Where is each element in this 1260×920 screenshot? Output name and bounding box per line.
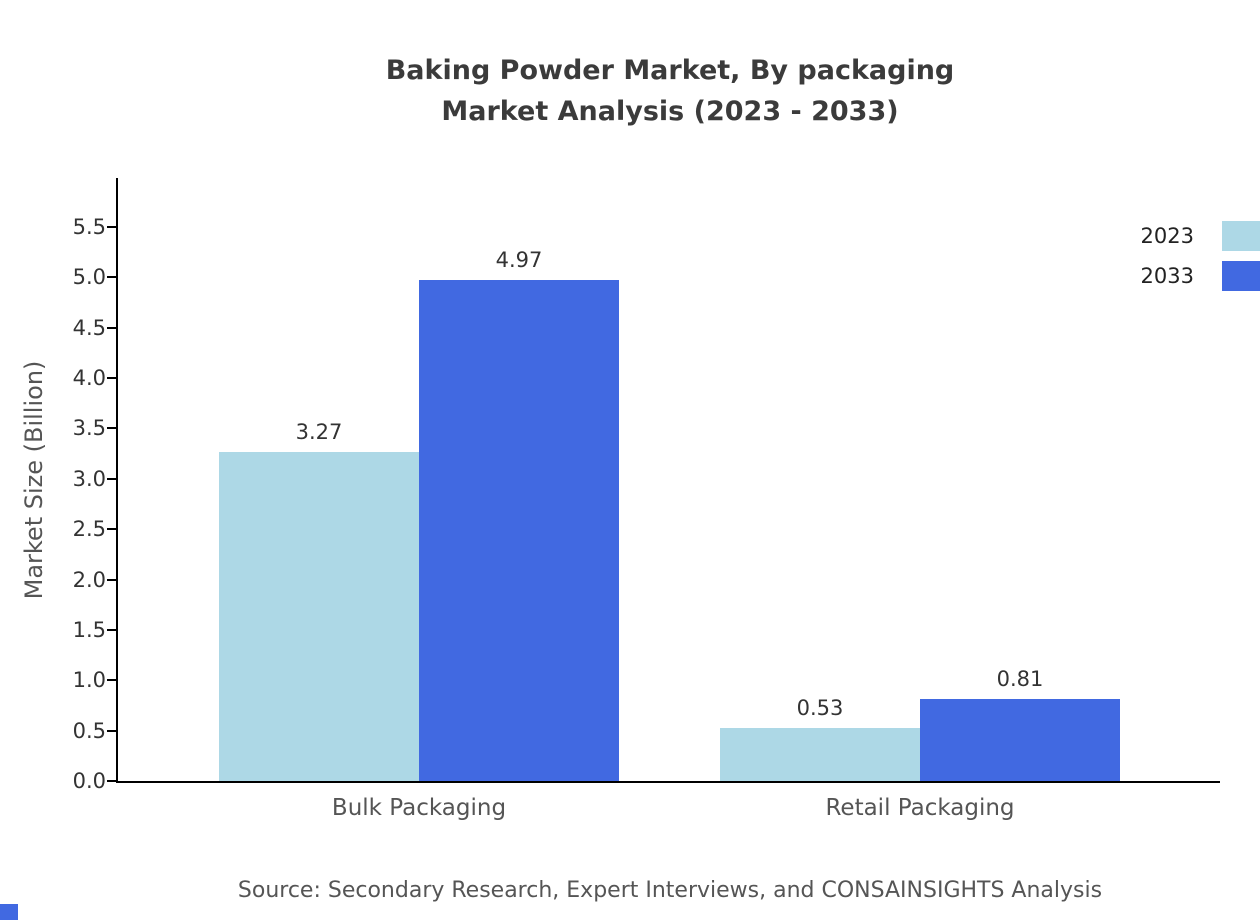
chart-title-line2: Market Analysis (2023 - 2033) — [441, 96, 899, 127]
legend-item-2023: 2023 — [1141, 221, 1260, 251]
legend-item-2033: 2033 — [1141, 261, 1260, 291]
y-tick-label: 4.0 — [72, 366, 106, 391]
y-tick — [107, 679, 116, 682]
y-tick — [107, 477, 116, 480]
legend-label-2023: 2023 — [1140, 224, 1194, 248]
y-tick — [107, 780, 116, 782]
legend-label-2033: 2033 — [1140, 264, 1194, 288]
y-tick-label: 5.5 — [72, 215, 106, 239]
y-tick — [107, 729, 116, 732]
y-tick — [107, 427, 116, 430]
y-axis-line — [116, 178, 118, 783]
bar-2033-retail-packaging — [920, 699, 1120, 781]
legend-swatch-2033 — [1222, 261, 1260, 291]
legend-swatch-2023 — [1222, 221, 1260, 251]
bar-value-label-2023-bulk-packaging: 3.27 — [295, 419, 343, 444]
y-tick-label: 2.5 — [72, 517, 106, 542]
y-tick-label: 5.0 — [72, 265, 106, 290]
y-tick-label: 2.0 — [72, 567, 106, 592]
chart-title-line1: Baking Powder Market, By packaging — [385, 55, 955, 86]
brand-corner-mark — [0, 904, 18, 920]
y-tick-label: 1.0 — [72, 668, 106, 693]
y-tick — [107, 276, 116, 279]
y-tick-label: 1.5 — [72, 617, 106, 642]
y-tick — [107, 326, 116, 329]
bar-2033-bulk-packaging — [419, 280, 619, 781]
y-tick-label: 4.5 — [72, 315, 106, 340]
bar-value-label-2033-retail-packaging: 0.81 — [996, 667, 1044, 692]
y-tick-label: 0.5 — [72, 718, 106, 743]
bar-value-label-2023-retail-packaging: 0.53 — [796, 695, 844, 720]
y-tick-label: 3.0 — [72, 466, 106, 491]
bar-2023-bulk-packaging — [219, 451, 419, 781]
bar-2023-retail-packaging — [720, 727, 920, 781]
bar-value-label-2033-bulk-packaging: 4.97 — [495, 248, 543, 273]
y-tick-label: 0.0 — [72, 769, 106, 793]
y-tick — [107, 578, 116, 581]
legend: 2023 2033 — [1141, 221, 1260, 291]
x-axis-line — [116, 781, 1220, 783]
x-category-label-bulk-packaging: Bulk Packaging — [331, 795, 507, 821]
y-tick — [107, 628, 116, 631]
source-note: Source: Secondary Research, Expert Inter… — [237, 878, 1103, 903]
x-category-label-retail-packaging: Retail Packaging — [825, 795, 1015, 821]
y-tick — [107, 377, 116, 380]
y-tick — [107, 528, 116, 531]
chart-title: Baking Powder Market, By packaging Marke… — [0, 50, 1260, 132]
y-tick-label: 3.5 — [72, 416, 106, 441]
y-tick — [107, 226, 116, 228]
